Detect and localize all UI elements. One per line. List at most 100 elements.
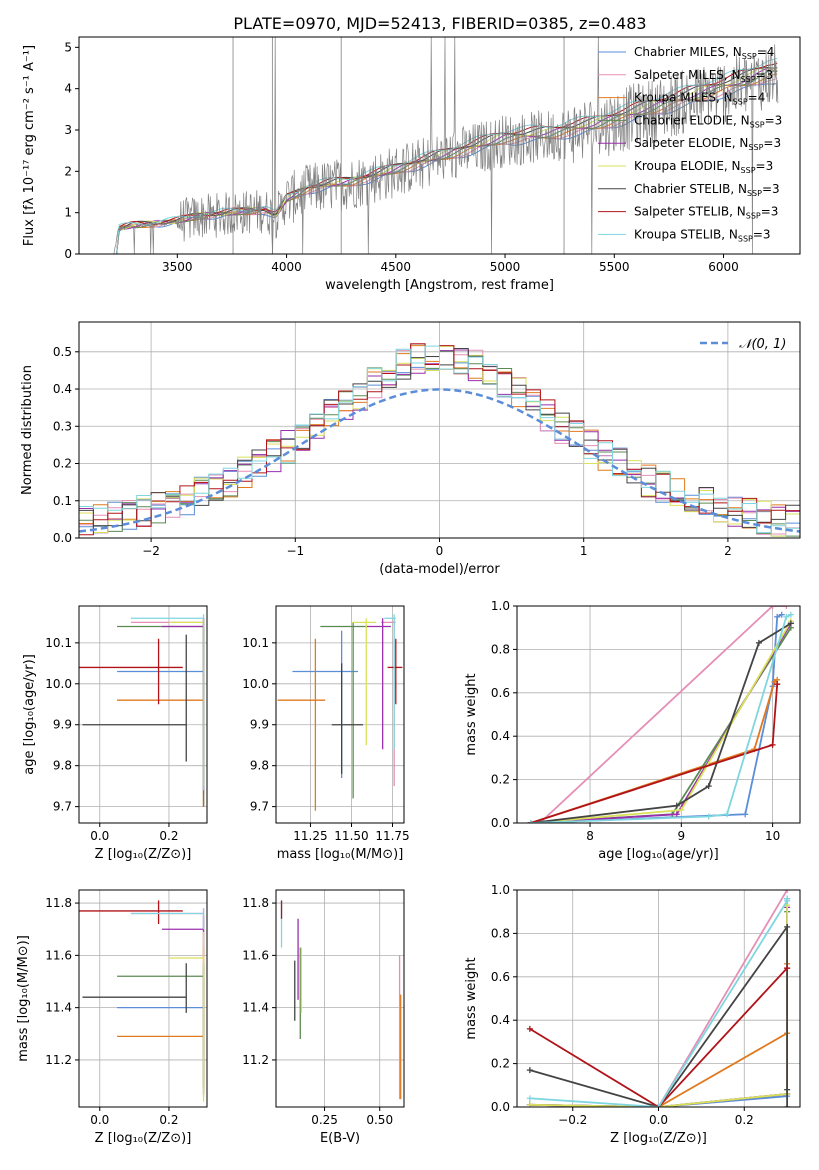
x-axis-label: E(B-V) <box>320 1131 360 1146</box>
y-tick-label: 0.4 <box>491 1013 510 1027</box>
x-tick-label: 4500 <box>381 260 412 274</box>
x-tick-label: 1 <box>580 544 588 558</box>
x-axis-label: (data-model)/error <box>379 562 500 577</box>
mass-weight-marker <box>769 741 776 748</box>
y-tick-label: 1.0 <box>491 883 510 897</box>
axes-frame <box>78 889 208 1108</box>
gaussian-curve <box>79 388 800 533</box>
legend-label: Salpeter ELODIE, NSSP=3 <box>634 136 781 152</box>
legend-count: =3 <box>765 113 783 127</box>
residual-histogram <box>79 345 800 534</box>
y-tick-label: 11.6 <box>242 948 269 962</box>
mass-weight-marker <box>774 681 781 688</box>
mass-weight-marker <box>526 1095 533 1102</box>
mass-weight-marker <box>784 923 791 930</box>
y-tick-label: 0 <box>64 247 72 261</box>
y-tick-label: 4 <box>64 82 72 96</box>
y-tick-label: 11.2 <box>45 1053 72 1067</box>
x-axis-label: Z [log₁₀(Z/Z⊙)] <box>95 847 192 862</box>
observed-spectrum <box>79 37 779 254</box>
y-tick-label: 3 <box>64 123 72 137</box>
panel-mass-weight-vs-age: 8 9 10 0.0 0.2 0.4 0.6 0.8 1.0 age [log₁₀(age/yr)… <box>464 599 801 862</box>
y-tick-label: 0.5 <box>53 345 72 359</box>
legend-label: Salpeter MILES, NSSP=3 <box>634 68 773 84</box>
x-tick-label: 0.0 <box>90 1113 109 1127</box>
legend-subscript: SSP <box>746 212 761 221</box>
axes-frame <box>516 605 801 824</box>
y-tick-label: 9.8 <box>53 759 72 773</box>
mass-weight-marker <box>673 811 680 818</box>
y-tick-label: 0.2 <box>491 773 510 787</box>
mass-weight-marker <box>783 606 790 609</box>
legend-subscript: SSP <box>750 120 765 129</box>
x-tick-label: 11.50 <box>334 829 368 843</box>
x-tick-label: 5000 <box>490 260 521 274</box>
y-tick-label: 11.4 <box>45 1001 72 1015</box>
y-tick-label: 11.8 <box>45 896 72 910</box>
mass-weight-marker <box>769 606 776 609</box>
y-tick-label: 0.0 <box>491 816 510 830</box>
y-axis-label: mass weight <box>464 957 479 1039</box>
y-tick-label: 1 <box>64 206 72 220</box>
x-tick-label: 0.2 <box>159 829 178 843</box>
legend-label: Chabrier STELIB, NSSP=3 <box>634 182 780 198</box>
y-axis-label: Normed distribution <box>20 365 35 495</box>
legend-label: Salpeter STELIB, NSSP=3 <box>634 205 778 221</box>
axes-frame <box>275 605 405 824</box>
legend-label: 𝒩(0, 1) <box>739 337 786 352</box>
x-axis-label: mass [log₁₀(M/M⊙)] <box>277 847 404 862</box>
mass-weight-marker <box>784 1104 791 1107</box>
x-axis-label: Z [log₁₀(Z/Z⊙)] <box>610 1131 707 1146</box>
legend-count: =4 <box>748 91 766 105</box>
legend-count: =3 <box>762 182 780 196</box>
panel-mass-vs-EBV: 0.25 0.50 11.2 11.4 11.6 11.8 E(B-V) <box>242 889 405 1146</box>
y-tick-label: 0.2 <box>491 1057 510 1071</box>
mass-weight-marker <box>787 611 794 618</box>
x-tick-label: −0.2 <box>558 1113 587 1127</box>
x-tick-label: 11.75 <box>375 829 409 843</box>
mass-weight-marker <box>774 613 781 620</box>
x-tick-label: 2 <box>724 544 732 558</box>
y-tick-label: 0.3 <box>53 419 72 433</box>
y-tick-label: 0.6 <box>491 686 510 700</box>
y-tick-label: 0.0 <box>491 1100 510 1114</box>
x-tick-label: 0.2 <box>735 1113 754 1127</box>
x-axis-label: Z [log₁₀(Z/Z⊙)] <box>95 1131 192 1146</box>
mass-weight-marker <box>755 639 762 646</box>
legend-count: =4 <box>757 45 775 59</box>
legend-label: Kroupa ELODIE, NSSP=3 <box>634 159 773 175</box>
mass-weight-line <box>529 967 788 1107</box>
x-axis-label: wavelength [Angstrom, rest frame] <box>325 278 554 293</box>
y-tick-label: 0.4 <box>491 729 510 743</box>
x-tick-label: 0.2 <box>159 1113 178 1127</box>
mass-weight-marker <box>526 1025 533 1032</box>
x-tick-label: 6000 <box>708 260 739 274</box>
mass-weight-line <box>657 890 788 1107</box>
y-tick-label: 11.8 <box>242 896 269 910</box>
legend-label: Chabrier MILES, NSSP=4 <box>634 45 774 61</box>
x-tick-label: 0.0 <box>90 829 109 843</box>
y-tick-label: 9.9 <box>250 718 269 732</box>
legend-subscript: SSP <box>741 166 756 175</box>
mass-weight-marker <box>673 802 680 809</box>
legend-count: =3 <box>756 68 774 82</box>
y-tick-label: 10.0 <box>45 677 72 691</box>
legend-label: Kroupa MILES, NSSP=4 <box>634 91 765 107</box>
y-tick-label: 10.0 <box>242 677 269 691</box>
x-tick-label: 0.0 <box>649 1113 668 1127</box>
plot-area-age-vs-mass <box>277 614 403 811</box>
legend-count: =3 <box>753 227 771 241</box>
residual-legend: 𝒩(0, 1) <box>700 337 786 352</box>
legend-label: Chabrier ELODIE, NSSP=3 <box>634 113 782 129</box>
y-tick-label: 11.2 <box>242 1053 269 1067</box>
plot-area-age-vs-Z <box>79 614 205 807</box>
legend-count: =3 <box>761 205 779 219</box>
mass-weight-line <box>539 606 787 823</box>
mass-weight-marker <box>705 783 712 790</box>
y-tick-label: 10.1 <box>242 636 269 650</box>
plot-area-residuals <box>79 343 800 537</box>
y-tick-label: 0.0 <box>53 531 72 545</box>
plot-area-spectrum <box>79 37 779 254</box>
x-tick-label: 5500 <box>599 260 630 274</box>
